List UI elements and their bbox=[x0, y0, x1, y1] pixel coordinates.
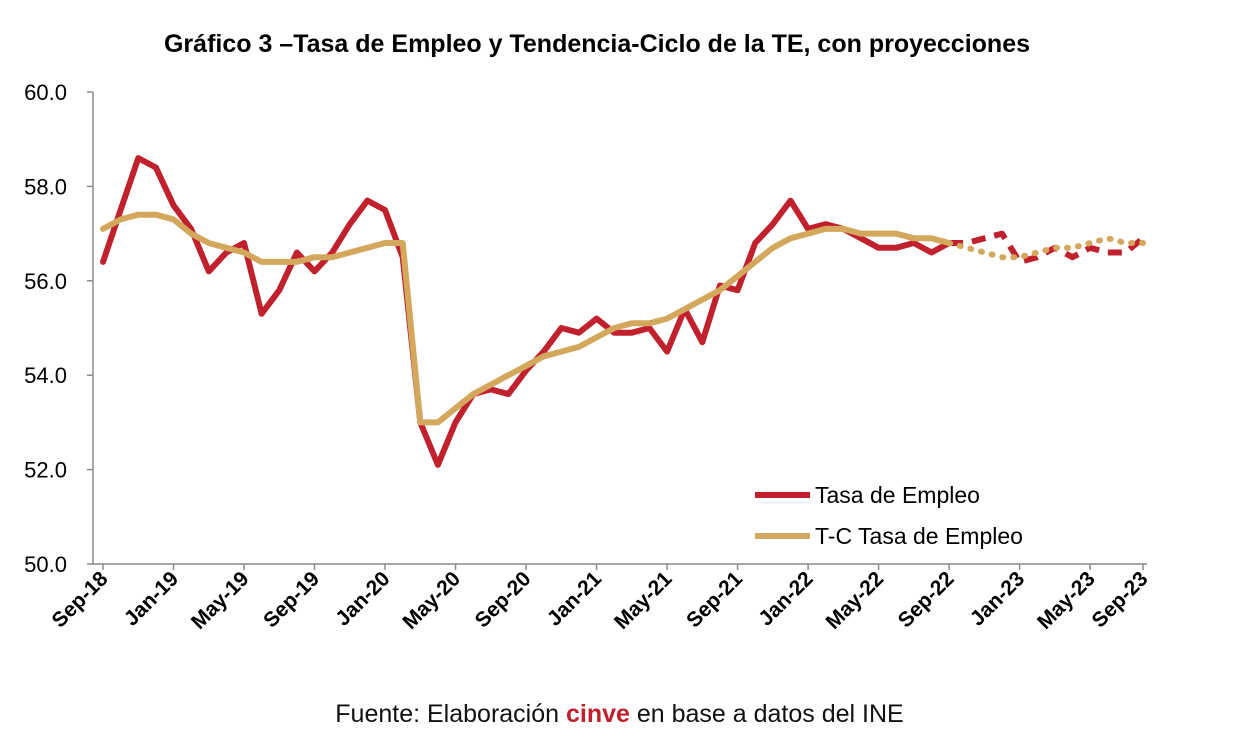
x-tick-label: Sep-20 bbox=[471, 567, 536, 632]
x-tick-label: Sep-21 bbox=[682, 567, 747, 632]
y-axis-ticks: 50.0 52.0 54.0 56.0 58.0 60.0 bbox=[24, 80, 93, 577]
x-tick-label: Jan-22 bbox=[754, 567, 817, 630]
series-line-tasa-de-empleo bbox=[100, 155, 953, 468]
source-note: Fuente: Elaboración cinve en base a dato… bbox=[0, 700, 1239, 729]
y-tick-label: 52.0 bbox=[24, 458, 67, 483]
legend-label-tasa-de-empleo: Tasa de Empleo bbox=[815, 482, 980, 508]
x-tick-label: May-23 bbox=[1033, 567, 1100, 634]
x-tick-label: Jan-21 bbox=[543, 567, 607, 631]
source-brand: cinve bbox=[565, 700, 630, 728]
x-tick-label: Jan-19 bbox=[120, 567, 183, 630]
x-tick-label: Sep-23 bbox=[1088, 567, 1153, 632]
x-tick-label: May-21 bbox=[610, 567, 677, 634]
y-tick-label: 58.0 bbox=[24, 174, 67, 199]
employment-rate-chart: Gráfico 3 –Tasa de Empleo y Tendencia-Ci… bbox=[24, 30, 1153, 634]
x-tick-label: Sep-19 bbox=[259, 567, 324, 632]
y-tick-label: 54.0 bbox=[24, 363, 67, 388]
series-lines bbox=[100, 155, 1146, 468]
y-tick-label: 60.0 bbox=[24, 80, 67, 105]
x-axis-ticks: Sep-18 Jan-19 May-19 Sep-19 Jan-20 May-20 Sep-… bbox=[48, 564, 1153, 634]
source-suffix: en base a datos del INE bbox=[629, 700, 904, 728]
x-tick-label: Sep-22 bbox=[894, 567, 959, 632]
chart-title: Gráfico 3 –Tasa de Empleo y Tendencia-Ci… bbox=[164, 30, 1030, 58]
series-line-tc-tasa-de-empleo bbox=[100, 211, 953, 426]
y-tick-label: 56.0 bbox=[24, 269, 67, 294]
legend-label-tc-tasa-de-empleo: T-C Tasa de Empleo bbox=[815, 523, 1023, 549]
x-tick-label: May-19 bbox=[187, 567, 254, 634]
axes bbox=[92, 92, 1147, 565]
y-tick-label: 50.0 bbox=[24, 552, 67, 577]
x-tick-label: Jan-23 bbox=[966, 567, 1029, 630]
legend: Tasa de Empleo T-C Tasa de Empleo bbox=[755, 482, 1023, 549]
source-prefix: Fuente: Elaboración bbox=[335, 700, 566, 728]
x-tick-label: May-20 bbox=[398, 567, 465, 634]
x-tick-label: May-22 bbox=[822, 567, 889, 634]
series-projection-tc-tasa-de-empleo bbox=[946, 235, 1146, 261]
x-tick-label: Jan-20 bbox=[331, 567, 394, 630]
